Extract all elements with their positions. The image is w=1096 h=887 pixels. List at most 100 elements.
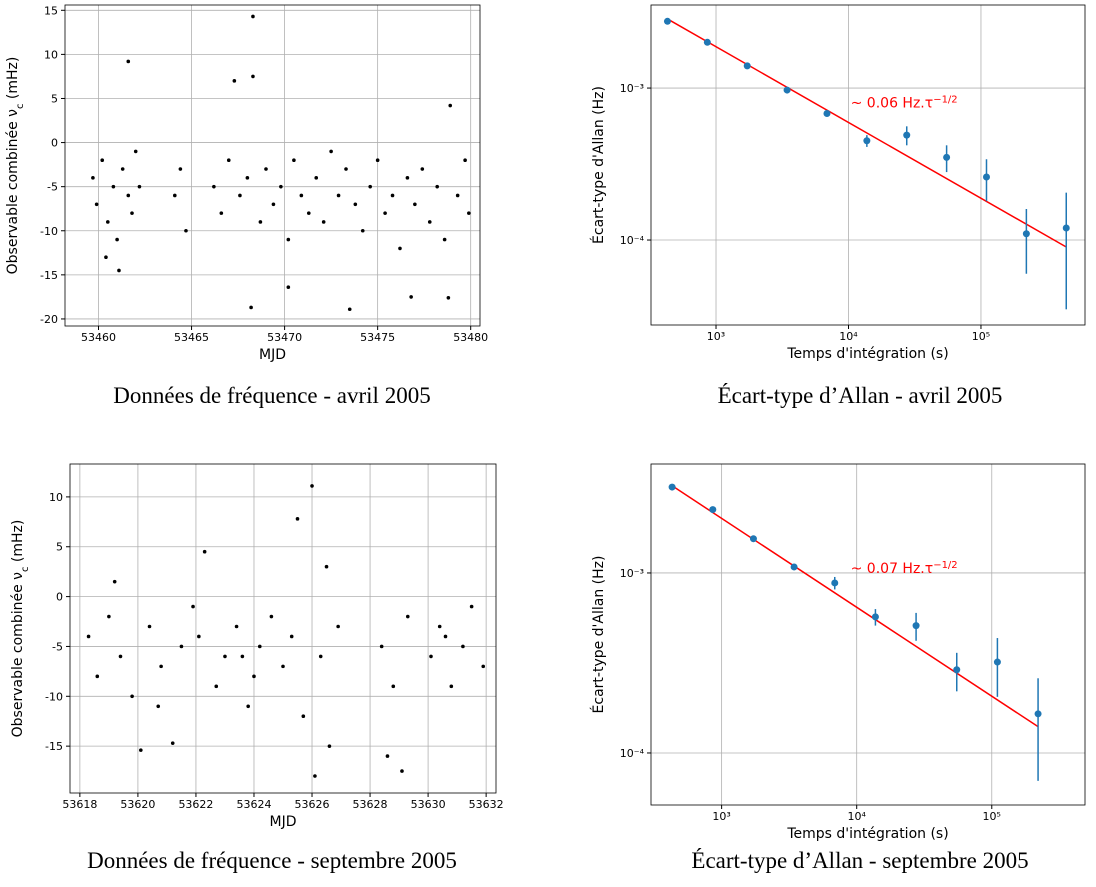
point <box>251 74 255 79</box>
point <box>446 295 451 300</box>
point <box>429 654 433 659</box>
y-tick-label: 0 <box>56 591 63 604</box>
point <box>292 158 296 163</box>
point <box>86 634 91 639</box>
point <box>449 684 454 689</box>
annotation-text: ~ 0.07 Hz.τ <box>851 561 934 577</box>
point <box>461 644 465 649</box>
point <box>409 295 413 299</box>
point <box>197 634 201 639</box>
point <box>223 654 227 659</box>
point <box>353 202 358 207</box>
point <box>336 624 340 629</box>
point <box>953 666 961 674</box>
point <box>306 211 311 215</box>
x-tick-label: 10³ <box>707 330 725 343</box>
point <box>245 176 250 180</box>
point <box>405 614 410 619</box>
point <box>289 634 294 639</box>
point <box>170 741 175 745</box>
y-tick-label: 10⁻³ <box>620 567 644 580</box>
point <box>368 184 373 189</box>
point <box>413 202 417 207</box>
x-tick-label: 53626 <box>295 798 330 811</box>
point <box>137 184 142 189</box>
y-tick-label: -20 <box>40 313 58 326</box>
y-tick-label: 10⁻⁴ <box>620 747 645 760</box>
point <box>336 193 341 198</box>
x-axis-label: MJD <box>270 814 297 830</box>
point <box>301 714 306 719</box>
point <box>214 684 219 689</box>
point <box>420 167 425 171</box>
point <box>344 167 348 171</box>
point <box>226 158 231 163</box>
y-tick-label: 10⁻⁴ <box>620 234 645 247</box>
x-tick-label: 53465 <box>174 331 209 344</box>
x-tick-label: 10⁴ <box>847 810 866 823</box>
point <box>383 211 387 215</box>
point <box>391 684 396 689</box>
y-tick-label: 0 <box>51 137 58 150</box>
point <box>258 220 263 224</box>
point <box>279 184 283 189</box>
point <box>982 173 990 181</box>
point <box>246 704 250 709</box>
x-tick-label: 53470 <box>267 331 302 344</box>
point <box>360 228 365 233</box>
point <box>95 674 100 679</box>
point <box>94 202 99 207</box>
point <box>481 664 486 669</box>
fit-line <box>667 18 1067 248</box>
y-tick-label: 15 <box>44 4 58 17</box>
point <box>106 220 110 224</box>
point <box>269 614 274 619</box>
point <box>126 193 131 198</box>
point <box>329 149 333 154</box>
x-tick-label: 53632 <box>469 798 504 811</box>
point <box>179 644 184 649</box>
point <box>912 622 920 630</box>
point <box>178 167 183 171</box>
point <box>184 228 188 233</box>
point <box>903 131 911 139</box>
point <box>219 211 224 215</box>
point <box>749 535 757 543</box>
point <box>240 654 245 659</box>
point <box>212 184 216 189</box>
point <box>130 694 134 699</box>
y-tick-label: -10 <box>45 690 63 703</box>
point <box>390 193 395 198</box>
point <box>191 604 195 609</box>
x-tick-label: 10⁵ <box>983 810 1001 823</box>
point <box>385 754 390 758</box>
point <box>249 305 253 310</box>
y-axis-label-sub: c <box>20 567 31 573</box>
point <box>469 604 474 609</box>
x-tick-label: 10⁵ <box>972 330 990 343</box>
y-axis-label: Écart-type d'Allan (Hz) <box>590 86 607 244</box>
point <box>400 769 404 773</box>
point <box>467 211 471 215</box>
point <box>238 193 242 198</box>
x-axis-label: Temps d'intégration (s) <box>786 826 948 842</box>
point <box>1062 224 1070 232</box>
y-tick-label: 10 <box>49 491 63 504</box>
point <box>117 268 121 273</box>
y-axis-label-sub: c <box>15 104 26 110</box>
point <box>375 158 380 163</box>
point <box>257 644 262 649</box>
point <box>111 184 116 189</box>
point <box>405 176 410 180</box>
x-tick-label: 53620 <box>120 798 155 811</box>
point <box>327 744 332 748</box>
point <box>318 654 323 659</box>
annotation: ~ 0.06 Hz.τ−1/2 <box>851 94 958 112</box>
y-axis-label-end: (mHz) <box>5 57 21 104</box>
y-axis-label-text: Écart-type d'Allan (Hz) <box>590 86 607 244</box>
point <box>139 748 143 752</box>
point <box>442 237 447 242</box>
point <box>455 193 460 198</box>
point <box>202 549 207 554</box>
y-tick-label: 10⁻³ <box>620 82 644 95</box>
